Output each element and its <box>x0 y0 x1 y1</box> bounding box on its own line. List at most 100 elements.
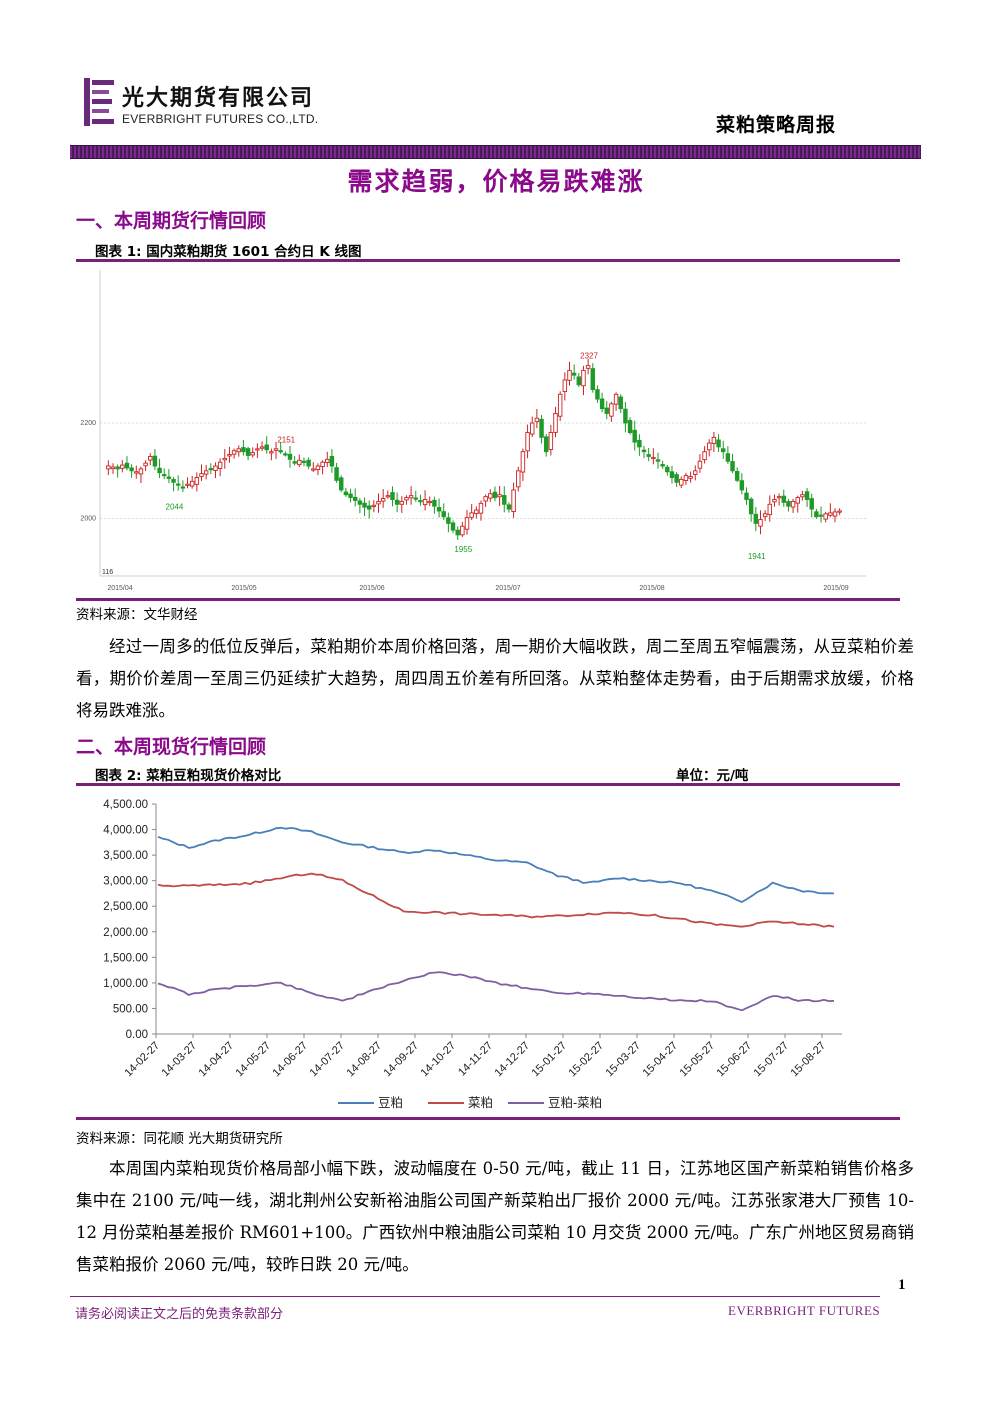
company-name-en: EVERBRIGHT FUTURES CO.,LTD. <box>122 112 319 126</box>
kline-candle <box>162 474 167 477</box>
kline-candle <box>543 436 549 453</box>
figure-1-source: 资料来源：文华财经 <box>76 607 198 623</box>
lc-y-tick-label: 3,500.00 <box>103 850 148 862</box>
kline-candle <box>525 432 530 452</box>
lc-x-tick-label: 14-08-27 <box>344 1040 384 1080</box>
kline-candle <box>711 436 717 444</box>
kline-candle <box>739 480 745 491</box>
header-divider <box>70 145 921 159</box>
kline-candle <box>776 496 782 499</box>
kline-candle <box>236 448 241 453</box>
kline-candle <box>306 459 311 467</box>
kline-candle <box>264 444 269 451</box>
lc-series-line <box>157 971 835 1012</box>
company-name-cn: 光大期货有限公司 <box>122 86 315 111</box>
lc-y-tick-label: 3,000.00 <box>103 876 148 888</box>
spot-price-chart: 0.00 500.00 1,000.00 1,500.00 2,000.00 2,500.… <box>103 799 842 1110</box>
kline-candle <box>618 396 623 410</box>
kline-candle <box>581 369 586 387</box>
figure-1-bottom-rule <box>76 598 900 601</box>
kline-candle <box>539 418 544 438</box>
kline-candle <box>707 442 712 451</box>
kline-candle <box>758 519 763 527</box>
lc-x-tick-label: 15-02-27 <box>566 1040 606 1080</box>
kline-candle <box>362 502 367 508</box>
kline-candle <box>315 465 321 470</box>
kline-candle <box>120 464 125 469</box>
kline-candle <box>530 422 535 435</box>
figure-1-caption: 图表 1: 国内菜粕期货 1601 合约日 K 线图 <box>95 244 362 260</box>
kline-annotation: 2327 <box>580 351 598 360</box>
kline-candle <box>418 500 423 503</box>
kline-candle <box>427 500 432 504</box>
kline-candle <box>762 513 768 518</box>
kline-candle <box>651 456 656 460</box>
kline-candle <box>814 511 819 518</box>
kline-candle <box>702 451 707 461</box>
footer-disclaimer[interactable]: 请务必阅读正文之后的免责条款部分 <box>75 1307 284 1322</box>
kline-candle <box>106 465 111 470</box>
lc-series-line <box>157 872 835 928</box>
kline-annotation: 2044 <box>166 503 184 512</box>
kline-candle <box>781 495 786 503</box>
kline-annotation: 1955 <box>454 545 472 554</box>
kline-candle <box>157 467 162 474</box>
kline-chart: 2000 2200 2015/04 2015/05 2015/06 2015/07 201… <box>80 270 866 592</box>
kline-candle <box>152 455 158 467</box>
kline-candle <box>343 491 349 496</box>
kline-candle <box>436 507 442 512</box>
kline-candle <box>720 448 726 453</box>
kline-annotation: 2151 <box>277 435 295 444</box>
kline-candle <box>255 448 260 451</box>
lc-x-tick-label: 14-05-27 <box>233 1040 273 1080</box>
page-title: 需求趋弱，价格易跌难涨 <box>347 167 645 196</box>
kline-candle <box>818 514 824 517</box>
lc-x-tick-label: 14-12-27 <box>492 1040 532 1080</box>
company-logo-icon <box>84 78 114 126</box>
lc-series-line <box>157 826 835 903</box>
kline-candle <box>483 496 488 502</box>
kline-candle <box>301 460 307 463</box>
lc-legend-label: 菜粕 <box>468 1095 493 1110</box>
kline-candle <box>408 495 414 499</box>
kline-candle <box>292 461 297 464</box>
kline-candle <box>376 500 381 505</box>
kline-candle <box>189 480 195 487</box>
kline-candle <box>222 457 228 461</box>
kline-candle <box>660 464 665 467</box>
lc-legend-label: 豆粕 <box>378 1095 403 1110</box>
kline-candle <box>562 379 568 392</box>
kline-candle <box>492 491 498 499</box>
kline-candle <box>604 407 609 414</box>
kline-candle <box>124 462 130 469</box>
kline-candle <box>506 504 512 510</box>
kline-candle <box>637 439 642 448</box>
lc-y-tick-label: 500.00 <box>113 1003 148 1015</box>
kline-candle <box>390 492 395 500</box>
figure-2-unit: 单位：元/吨 <box>676 768 749 784</box>
kline-candle <box>804 491 810 500</box>
kline-candle <box>809 498 814 510</box>
kline-candle <box>748 498 754 515</box>
kline-candle <box>693 470 698 475</box>
kline-candle <box>115 466 120 470</box>
footer-divider <box>70 1296 880 1297</box>
section-1-heading: 一、本周期货行情回顾 <box>76 210 267 232</box>
kline-candle <box>138 468 144 475</box>
section-1-paragraph: 经过一周多的低位反弹后，菜粕期价本周价格回落，周一期价大幅收跌，周二至周五窄幅震… <box>76 637 914 720</box>
kline-candle <box>823 513 828 520</box>
kline-candle <box>800 494 805 498</box>
kline-candle <box>283 453 288 456</box>
kline-candle <box>441 511 446 518</box>
lc-x-tick-label: 14-07-27 <box>307 1040 347 1080</box>
figure-2-top-rule <box>76 783 900 786</box>
kline-candle <box>595 389 600 400</box>
lc-y-tick-label: 1,500.00 <box>103 952 148 964</box>
kline-candle <box>394 499 400 505</box>
kline-candle <box>175 483 181 486</box>
kline-candle <box>534 417 540 423</box>
lc-x-tick-label: 15-04-27 <box>640 1040 680 1080</box>
lc-y-tick-label: 4,500.00 <box>103 799 148 811</box>
lc-y-tick-label: 4,000.00 <box>103 825 148 837</box>
kline-candle <box>227 454 232 457</box>
